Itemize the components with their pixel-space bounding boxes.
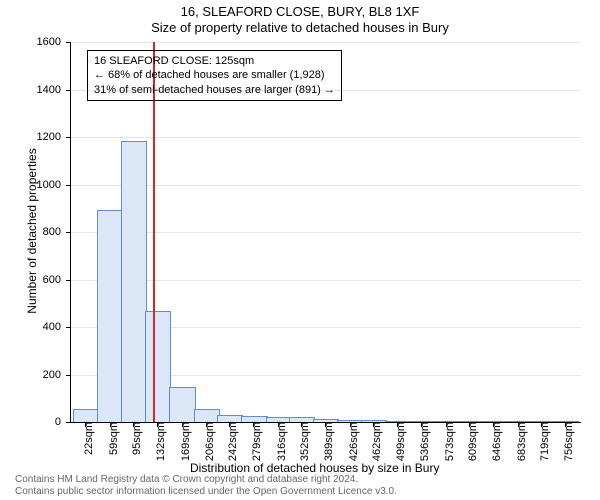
histogram-bar [145, 311, 171, 422]
ytick-label: 400 [43, 321, 71, 333]
ytick-label: 1000 [37, 179, 71, 191]
title-sub: Size of property relative to detached ho… [0, 19, 600, 35]
histogram-bar [73, 409, 99, 422]
title-main: 16, SLEAFORD CLOSE, BURY, BL8 1XF [0, 0, 600, 19]
gridline-h [71, 185, 581, 186]
xtick-label: 352sqm [291, 422, 311, 461]
xtick-label: 279sqm [243, 422, 263, 461]
footer-attribution: Contains HM Land Registry data © Crown c… [15, 474, 397, 498]
ytick-label: 200 [43, 369, 71, 381]
xtick-label: 316sqm [268, 422, 288, 461]
xtick-label: 22sqm [75, 422, 95, 455]
xtick-label: 683sqm [508, 422, 528, 461]
histogram-bar [217, 415, 243, 422]
histogram-bar [121, 141, 147, 422]
xtick-label: 756sqm [555, 422, 575, 461]
ytick-label: 800 [43, 226, 71, 238]
xtick-label: 462sqm [363, 422, 383, 461]
ytick-label: 600 [43, 274, 71, 286]
annot-line1: 16 SLEAFORD CLOSE: 125sqm [94, 54, 335, 68]
xtick-label: 59sqm [100, 422, 120, 455]
plot-area: 0200400600800100012001400160022sqm59sqm9… [70, 42, 581, 423]
ytick-label: 0 [55, 416, 71, 428]
xtick-label: 536sqm [411, 422, 431, 461]
xtick-label: 206sqm [196, 422, 216, 461]
xtick-label: 499sqm [387, 422, 407, 461]
chart-container: 16, SLEAFORD CLOSE, BURY, BL8 1XF Size o… [0, 0, 600, 500]
gridline-h [71, 280, 581, 281]
xtick-label: 573sqm [436, 422, 456, 461]
histogram-bar [97, 210, 123, 422]
xtick-label: 169sqm [172, 422, 192, 461]
annotation-box: 16 SLEAFORD CLOSE: 125sqm ← 68% of detac… [87, 50, 342, 101]
ytick-label: 1200 [37, 131, 71, 143]
histogram-bar [194, 409, 220, 422]
xtick-label: 426sqm [340, 422, 360, 461]
ytick-label: 1400 [37, 84, 71, 96]
xtick-label: 646sqm [483, 422, 503, 461]
y-axis-label: Number of detached properties [25, 131, 39, 331]
xtick-label: 389sqm [315, 422, 335, 461]
gridline-h [71, 42, 581, 43]
xtick-label: 609sqm [459, 422, 479, 461]
ytick-label: 1600 [37, 36, 71, 48]
gridline-h [71, 232, 581, 233]
xtick-label: 719sqm [531, 422, 551, 461]
xtick-label: 132sqm [147, 422, 167, 461]
footer-line1: Contains HM Land Registry data © Crown c… [15, 474, 397, 486]
x-axis-label: Distribution of detached houses by size … [190, 461, 439, 475]
footer-line2: Contains public sector information licen… [15, 486, 397, 498]
xtick-label: 242sqm [219, 422, 239, 461]
annot-line3: 31% of semi-detached houses are larger (… [94, 83, 335, 97]
annot-line2: ← 68% of detached houses are smaller (1,… [94, 68, 335, 82]
histogram-bar [169, 387, 195, 422]
xtick-label: 95sqm [123, 422, 143, 455]
gridline-h [71, 137, 581, 138]
